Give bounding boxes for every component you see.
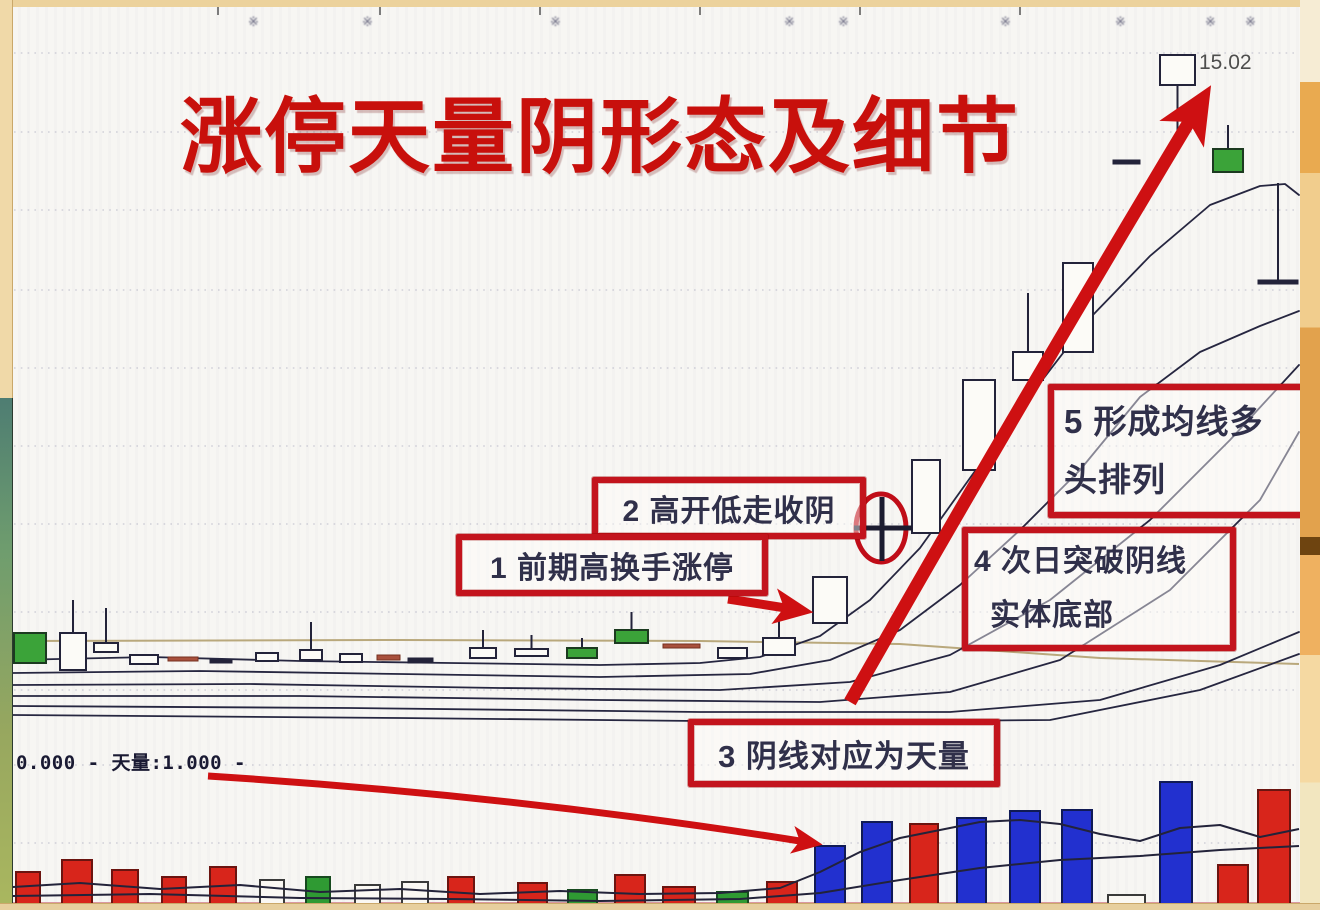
volume-indicator-label: :0.000 - 天量:1.000 - [4,752,246,774]
axis-glyph: ※ [550,14,561,29]
axis-glyph: ※ [1205,14,1216,29]
page-title: 涨停天量阴形态及细节 [179,92,1020,183]
axis-glyph: ※ [362,14,373,29]
annotation-box-2-label: 2 高开低走收阴 [622,495,836,528]
annotation-box-1: 1 前期高换手涨停 [456,534,768,596]
annotation-box-5-line2: 头排列 [1064,461,1166,498]
axis-glyph: ※ [784,14,795,29]
annotation-box-5: 5 形成均线多 头排列 [1048,384,1308,518]
axis-glyph: ※ [248,14,259,29]
annotation-box-1-label: 1 前期高换手涨停 [489,552,735,585]
annotation-box-2: 2 高开低走收阴 [592,477,866,539]
annotation-box-3-label: 3 阴线对应为天量 [718,738,970,774]
axis-glyph: ※ [1115,14,1126,29]
axis-glyph: ※ [838,14,849,29]
top-border [0,0,1320,7]
left-border-bottom [0,398,13,910]
annotation-box-4-line2: 实体底部 [990,599,1114,632]
price-value-label: 15.02 [1199,51,1252,74]
axis-glyph: ※ [1000,14,1011,29]
left-border-top [0,0,13,398]
annotation-box-5-line1: 5 形成均线多 [1064,403,1264,440]
bottom-border [0,903,1320,910]
right-border-band [1300,0,1320,910]
annotation-box-4: 4 次日突破阴线 实体底部 [962,527,1236,651]
annotation-box-4-line1: 4 次日突破阴线 [974,545,1188,578]
annotation-box-3: 3 阴线对应为天量 [688,719,1000,787]
axis-glyph: ※ [1245,14,1256,29]
